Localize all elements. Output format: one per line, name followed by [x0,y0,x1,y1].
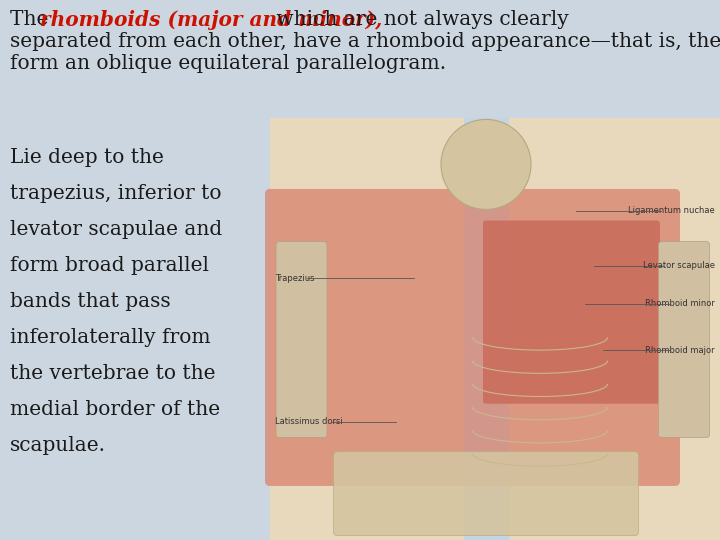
Circle shape [441,119,531,210]
Text: medial border of the: medial border of the [10,400,220,419]
Text: which are not always clearly: which are not always clearly [270,10,569,29]
Text: separated from each other, have a rhomboid appearance—that is, they: separated from each other, have a rhombo… [10,32,720,51]
Text: Ligamentum nuchae: Ligamentum nuchae [629,206,715,215]
Text: trapezius, inferior to: trapezius, inferior to [10,184,222,203]
Text: bands that pass: bands that pass [10,292,171,311]
Text: Lie deep to the: Lie deep to the [10,148,164,167]
Text: scapulae.: scapulae. [10,436,106,455]
FancyBboxPatch shape [265,189,680,486]
Text: Trapezius: Trapezius [275,274,315,283]
FancyBboxPatch shape [270,118,720,540]
FancyBboxPatch shape [333,451,639,536]
FancyBboxPatch shape [464,118,508,540]
Text: rhomboids (major and minor),: rhomboids (major and minor), [40,10,382,30]
Text: form an oblique equilateral parallelogram.: form an oblique equilateral parallelogra… [10,54,446,73]
FancyBboxPatch shape [483,220,660,404]
Text: Latissimus dorsi: Latissimus dorsi [275,417,343,427]
Text: form broad parallel: form broad parallel [10,256,209,275]
Text: Levator scapulae: Levator scapulae [643,261,715,270]
Text: levator scapulae and: levator scapulae and [10,220,222,239]
FancyBboxPatch shape [276,241,327,437]
FancyBboxPatch shape [659,241,709,437]
Text: the vertebrae to the: the vertebrae to the [10,364,215,383]
Text: inferolaterally from: inferolaterally from [10,328,211,347]
Text: Rhomboid major: Rhomboid major [645,346,715,355]
FancyBboxPatch shape [270,118,720,540]
Text: Rhomboid minor: Rhomboid minor [645,299,715,308]
Text: The: The [10,10,55,29]
